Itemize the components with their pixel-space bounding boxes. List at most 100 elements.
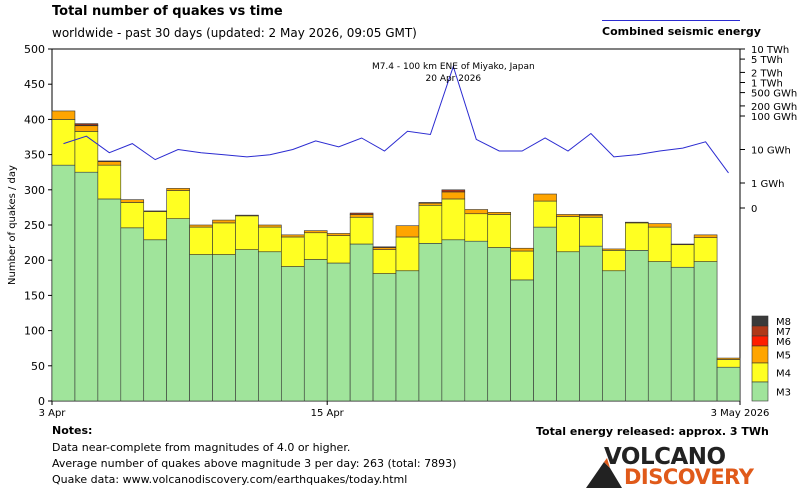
y-tick-label-250: 250 [24,219,45,232]
bar-day-25-m3 [602,270,626,402]
bar-day-19-m4 [464,213,489,242]
bar-day-13-m5 [326,233,351,236]
y-tick-label-400: 400 [24,113,45,126]
bar-day-30-m5 [716,357,741,360]
bar-day-27-m3 [647,261,672,402]
bar-day-21-m5 [510,247,534,252]
bar-day-16-m4 [395,236,420,272]
legend-label-m8: M8 [776,317,791,328]
bar-day-23-m5 [556,214,580,217]
y-tick-label-300: 300 [24,184,45,197]
bar-day-11-m5 [281,234,305,238]
bar-day-6-m4 [166,190,190,219]
bar-day-18-m5 [441,191,466,200]
energy-tick-label-9: 0 [751,204,757,215]
bar-day-26-m3 [625,250,649,402]
bar-day-30-m3 [716,366,741,402]
energy-tick-label-4: 500 GWh [751,89,797,100]
bar-day-8-m4 [212,222,236,255]
bar-day-26-m5 [625,221,649,224]
legend-swatch-m7 [751,325,769,337]
legend-swatch-m8 [751,315,769,327]
bar-day-24-m5 [579,214,603,218]
legend-label-m5: M5 [776,351,791,362]
bar-day-23-m3 [556,251,580,402]
note-average: Average number of quakes above magnitude… [52,457,457,470]
bar-day-21-m4 [510,250,534,281]
logo-text-top: VOLCANO [604,444,726,470]
y-tick-label-500: 500 [24,43,45,56]
x-tick-label-1: 15 Apr [311,408,345,419]
bar-day-1-m3 [51,164,76,402]
bar-day-7-m4 [189,226,213,255]
bar-day-14-m7 [349,212,374,215]
legend-label-m3: M3 [776,388,791,399]
note-completeness: Data near-complete from magnitudes of 4.… [52,441,351,454]
bar-day-3-m7 [97,160,122,162]
bar-day-2-m5 [74,125,99,132]
bar-day-24-m3 [579,245,603,402]
volcano-icon [586,458,622,488]
y-tick-label-150: 150 [24,289,45,302]
energy-tick-label-0: 10 TWh [751,45,789,56]
bar-day-19-m3 [464,240,489,402]
y-tick-label-200: 200 [24,254,45,267]
bar-day-29-m5 [693,234,718,238]
legend-swatch-m4 [751,362,769,383]
y-tick-label-50: 50 [31,360,45,373]
bar-day-29-m3 [693,261,718,402]
bar-day-6-m5 [166,188,190,191]
energy-tick-label-1: 5 TWh [751,55,783,66]
bar-day-24-m4 [579,216,603,247]
bar-day-30-m4 [716,359,741,368]
bar-day-15-m5 [372,247,397,250]
bar-day-9-m3 [235,249,259,402]
y-tick-label-450: 450 [24,78,45,91]
bar-day-25-m4 [602,250,626,272]
volcanodiscovery-logo[interactable]: VOLCANO DISCOVERY [584,444,784,490]
bar-day-2-m4 [74,131,99,173]
y-tick-label-350: 350 [24,149,45,162]
bar-day-14-m5 [349,214,374,218]
bar-day-22-m3 [533,226,557,402]
note-source: Quake data: www.volcanodiscovery.com/ear… [52,473,408,486]
energy-legend-line [602,20,740,21]
bar-day-17-m5 [418,202,443,206]
bar-day-11-m3 [281,266,305,402]
bar-day-21-m3 [510,279,534,402]
energy-tick-label-8: 1 GWh [751,179,785,190]
bar-day-9-m4 [235,215,259,250]
bar-day-20-m3 [487,247,511,402]
energy-tick-label-3: 1 TWh [751,79,783,90]
bar-day-5-m3 [143,239,167,402]
legend-label-m7: M7 [776,327,791,338]
bar-day-23-m4 [556,216,580,253]
bar-day-7-m3 [189,254,213,402]
logo-text-bottom: DISCOVERY [624,465,754,489]
bar-day-6-m3 [166,218,190,402]
bar-day-13-m3 [326,262,351,402]
bar-day-24-m7 [579,214,603,216]
bar-day-18-m4 [441,198,466,241]
bar-day-12-m4 [303,232,328,260]
bar-day-5-m5 [143,210,167,212]
bar-day-22-m5 [533,193,557,202]
y-axis-label: Number of quakes / day [7,165,18,285]
bar-day-27-m4 [647,226,672,262]
notes-title: Notes: [52,424,93,437]
bar-day-8-m3 [212,254,236,402]
chart-title: Total number of quakes vs time [52,4,283,19]
bar-day-20-m5 [487,212,511,215]
bar-day-3-m5 [97,161,122,166]
annotation-event: M7.4 - 100 km ENE of Miyako, Japan [372,62,535,72]
bar-day-20-m4 [487,214,511,248]
bar-day-29-m4 [693,237,718,262]
bar-day-4-m5 [120,199,145,203]
total-energy: Total energy released: approx. 3 TWh [536,425,769,438]
bar-day-7-m5 [189,224,213,228]
bar-day-10-m5 [258,224,282,228]
quakes-chart: 0 50 100 150 200 250 300 350 400 450 500 Number of … [7,43,797,419]
bar-day-25-m5 [602,248,626,251]
legend-label-m4: M4 [776,369,791,380]
legend-swatch-m5 [751,345,769,364]
